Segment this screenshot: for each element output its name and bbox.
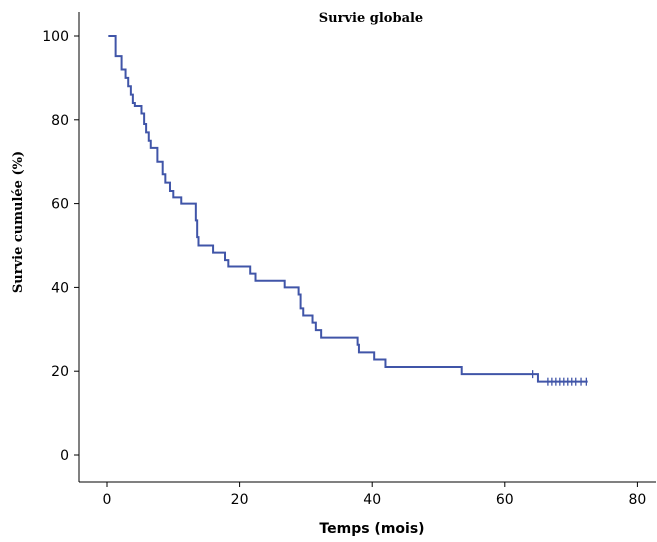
x-tick-label-60: 60 <box>496 492 514 508</box>
y-tick-label-0: 0 <box>60 448 69 464</box>
survival-curve <box>108 35 588 383</box>
x-axis-ticks: 0 20 40 60 80 <box>103 482 646 508</box>
series-layer <box>108 35 588 386</box>
y-axis-ticks: 0 20 40 60 80 100 <box>42 29 79 464</box>
x-tick-label-20: 20 <box>231 492 249 508</box>
x-tick-label-40: 40 <box>363 492 381 508</box>
y-tick-label-20: 20 <box>51 364 69 380</box>
x-tick-label-0: 0 <box>103 492 112 508</box>
y-tick-label-80: 80 <box>51 113 69 129</box>
x-tick-label-80: 80 <box>628 492 646 508</box>
chart-title: Survie globale <box>319 11 423 26</box>
y-tick-label-40: 40 <box>51 280 69 296</box>
y-axis-label: Survie cumulée (%) <box>11 151 26 293</box>
x-axis-label: Temps (mois) <box>319 521 424 537</box>
y-tick-label-60: 60 <box>51 197 69 213</box>
y-tick-label-100: 100 <box>42 29 69 45</box>
